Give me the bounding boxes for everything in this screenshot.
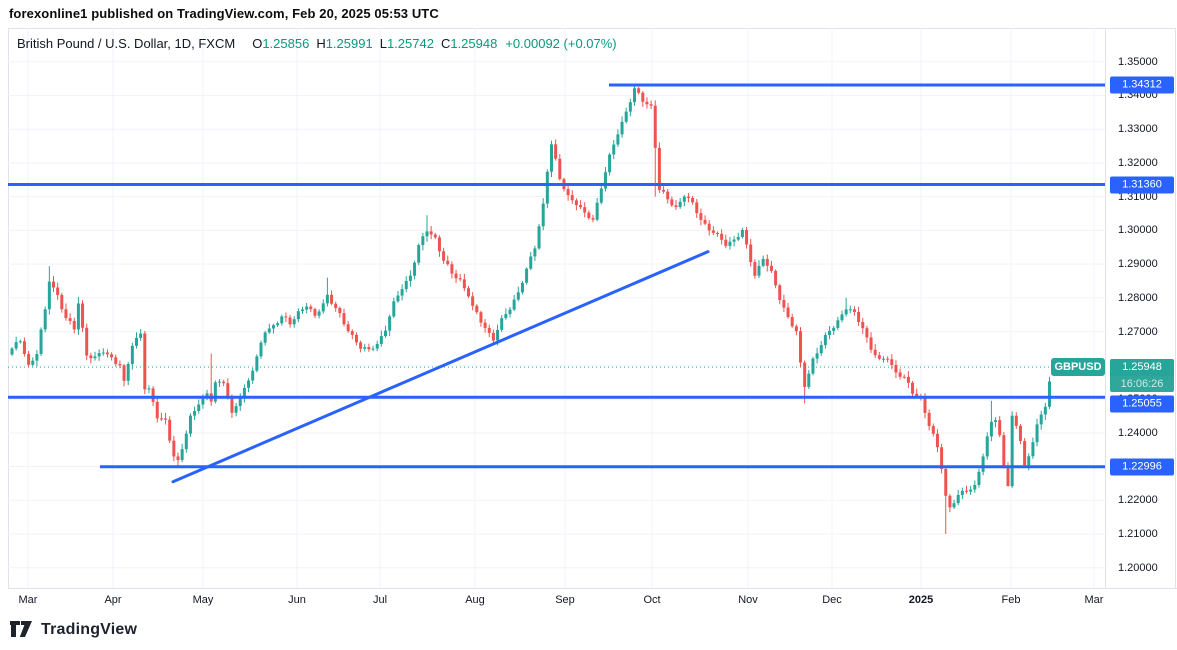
price-tick-label: 1.30000 (1118, 224, 1158, 237)
level-price-badge: 1.34312 (1110, 76, 1174, 94)
time-tick-label: Oct (643, 594, 661, 606)
time-tick-label: Sep (555, 594, 575, 606)
close-value: 1.25948 (450, 36, 498, 51)
time-axis[interactable]: Mar Apr May Jun Jul Aug Sep Oct Nov Dec 2025 Feb Mar (8, 588, 1177, 613)
price-tick-label: 1.21000 (1118, 528, 1158, 541)
tradingview-logo-icon (10, 621, 32, 637)
price-tick-label: 1.29000 (1118, 258, 1158, 271)
price-tick-label: 1.24000 (1118, 426, 1158, 439)
level-price-badge: 1.25055 (1110, 395, 1174, 413)
time-tick-label: Dec (822, 594, 842, 606)
symbol-price-tag: GBPUSD (1051, 358, 1105, 376)
price-chart[interactable] (8, 28, 1105, 588)
high-value: 1.25991 (325, 36, 373, 51)
time-tick-label: Feb (1001, 594, 1021, 606)
price-axis[interactable]: 1.25948 16:06:26 1.35000 1.34000 1.33000 1.… (1105, 28, 1177, 588)
level-price-badge: 1.22996 (1110, 458, 1174, 476)
open-value: 1.25856 (262, 36, 310, 51)
price-tick-label: 1.31000 (1118, 190, 1158, 203)
time-tick-label: Mar (1084, 594, 1104, 606)
low-value: 1.25742 (386, 36, 434, 51)
price-tick-label: 1.32000 (1118, 156, 1158, 169)
price-tick-label: 1.20000 (1118, 561, 1158, 574)
time-tick-label: Jun (288, 594, 306, 606)
bar-countdown: 16:06:26 (1110, 375, 1174, 392)
time-tick-label: Apr (104, 594, 122, 606)
last-price-value: 1.25948 (1110, 358, 1174, 376)
change-value: +0.00092 (+0.07%) (505, 36, 617, 51)
price-tick-label: 1.28000 (1118, 291, 1158, 304)
price-tick-label: 1.27000 (1118, 325, 1158, 338)
high-label: H (316, 36, 326, 51)
time-tick-label: May (192, 594, 214, 606)
time-tick-label: 2025 (908, 594, 934, 606)
time-tick-label: Nov (738, 594, 758, 606)
open-label: O (252, 36, 263, 51)
attribution-text: forexonline1 published on TradingView.co… (9, 6, 439, 21)
price-tick-label: 1.35000 (1118, 55, 1158, 68)
close-label: C (440, 36, 451, 51)
price-tick-label: 1.33000 (1118, 123, 1158, 136)
level-price-badge: 1.31360 (1110, 176, 1174, 194)
low-label: L (379, 36, 387, 51)
time-tick-label: Jul (372, 594, 388, 606)
symbol-title[interactable]: British Pound / U.S. Dollar, 1D, FXCM (17, 36, 236, 51)
time-tick-label: Aug (465, 594, 485, 606)
tradingview-brand-text: TradingView (41, 621, 138, 638)
tradingview-footer[interactable]: TradingView (10, 620, 137, 640)
chart-legend: British Pound / U.S. Dollar, 1D, FXCM O1.… (17, 36, 617, 51)
last-price-badge: 1.25948 16:06:26 (1110, 358, 1174, 392)
price-tick-label: 1.22000 (1118, 494, 1158, 507)
time-tick-label: Mar (18, 594, 38, 606)
